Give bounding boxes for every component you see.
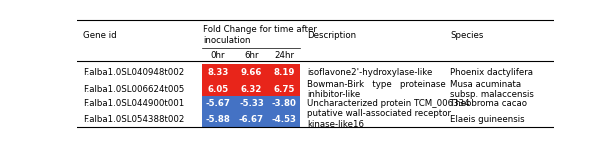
Text: F.alba1.0SL006624t005: F.alba1.0SL006624t005	[83, 85, 184, 94]
Text: -6.67: -6.67	[239, 115, 264, 124]
Text: 6.05: 6.05	[208, 85, 229, 94]
Text: Species: Species	[450, 31, 484, 40]
Text: 24hr: 24hr	[274, 51, 294, 60]
Text: -5.33: -5.33	[239, 99, 264, 108]
Text: 9.66: 9.66	[241, 69, 262, 77]
Text: -4.53: -4.53	[272, 115, 296, 124]
Text: Phoenix dactylifera: Phoenix dactylifera	[450, 69, 533, 77]
Text: putative wall-associated receptor
kinase-like16: putative wall-associated receptor kinase…	[307, 109, 451, 129]
Text: -5.88: -5.88	[206, 115, 230, 124]
Text: Elaeis guineensis: Elaeis guineensis	[450, 115, 525, 124]
Bar	[202, 81, 300, 98]
Text: 8.19: 8.19	[274, 69, 294, 77]
Text: Description: Description	[307, 31, 356, 40]
Text: F.alba1.0SL044900t001: F.alba1.0SL044900t001	[83, 99, 184, 108]
Bar	[202, 96, 300, 112]
Text: 8.33: 8.33	[208, 69, 229, 77]
Text: -3.80: -3.80	[272, 99, 296, 108]
Text: 6.75: 6.75	[274, 85, 294, 94]
Text: Musa acuminata
subsp. malaccensis: Musa acuminata subsp. malaccensis	[450, 80, 534, 99]
Text: isoflavone2'-hydroxylase-like: isoflavone2'-hydroxylase-like	[307, 69, 432, 77]
Text: F.alba1.0SL054388t002: F.alba1.0SL054388t002	[83, 115, 184, 124]
Bar	[202, 64, 300, 82]
Text: Fold Change for time after
inoculation: Fold Change for time after inoculation	[203, 25, 317, 45]
Text: -5.67: -5.67	[206, 99, 230, 108]
Text: Uncharacterized protein TCM_006334: Uncharacterized protein TCM_006334	[307, 99, 470, 108]
Text: Theobroma cacao: Theobroma cacao	[450, 99, 527, 108]
Text: 6.32: 6.32	[241, 85, 262, 94]
Bar	[202, 111, 300, 127]
Text: 6hr: 6hr	[244, 51, 259, 60]
Text: 0hr: 0hr	[211, 51, 225, 60]
Text: Gene id: Gene id	[83, 31, 116, 40]
Text: F.alba1.0SL040948t002: F.alba1.0SL040948t002	[83, 69, 184, 77]
Text: Bowman-Birk   type   proteinase
inhibitor-like: Bowman-Birk type proteinase inhibitor-li…	[307, 80, 446, 99]
